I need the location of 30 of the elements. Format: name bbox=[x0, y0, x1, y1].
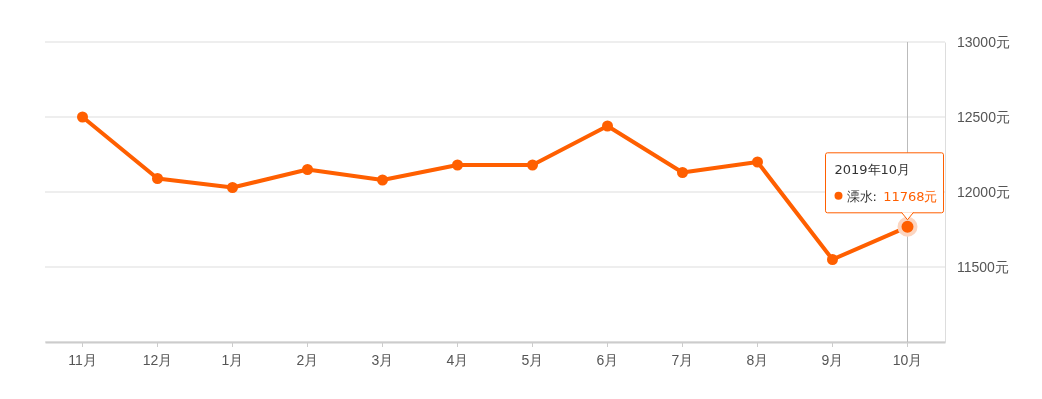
point bbox=[677, 167, 688, 178]
point bbox=[527, 159, 538, 171]
x-tick-label: 5月 bbox=[521, 351, 544, 368]
y-tick-label: 11500元 bbox=[957, 258, 1009, 275]
x-tick-label: 9月 bbox=[821, 351, 844, 368]
x-tick-label: 8月 bbox=[746, 351, 769, 368]
point bbox=[827, 254, 838, 265]
x-tick-label: 3月 bbox=[371, 351, 394, 368]
x-tick-label: 12月 bbox=[142, 351, 173, 368]
point bbox=[152, 173, 163, 184]
annotation: 2019年10月 bbox=[834, 161, 911, 177]
point bbox=[302, 164, 313, 175]
point bbox=[227, 182, 238, 193]
legend-label: 溧水: bbox=[846, 188, 877, 204]
y-tick-label: 12000元 bbox=[957, 183, 1010, 200]
x-tick-label: 4月 bbox=[446, 351, 469, 368]
point bbox=[77, 111, 88, 123]
data-label: 11768元 bbox=[883, 188, 938, 204]
point bbox=[377, 174, 388, 186]
point bbox=[452, 159, 463, 171]
point bbox=[752, 156, 763, 168]
point bbox=[602, 120, 613, 132]
x-tick-label: 6月 bbox=[596, 351, 619, 368]
y-tick-label: 12500元 bbox=[957, 108, 1010, 125]
x-tick-label: 11月 bbox=[68, 351, 97, 368]
x-tick-label: 2月 bbox=[296, 351, 319, 368]
x-tick-label: 1月 bbox=[221, 351, 244, 368]
x-tick-label: 10月 bbox=[892, 351, 923, 368]
x-tick-label: 7月 bbox=[671, 351, 694, 368]
y-tick-label: 13000元 bbox=[957, 33, 1010, 50]
